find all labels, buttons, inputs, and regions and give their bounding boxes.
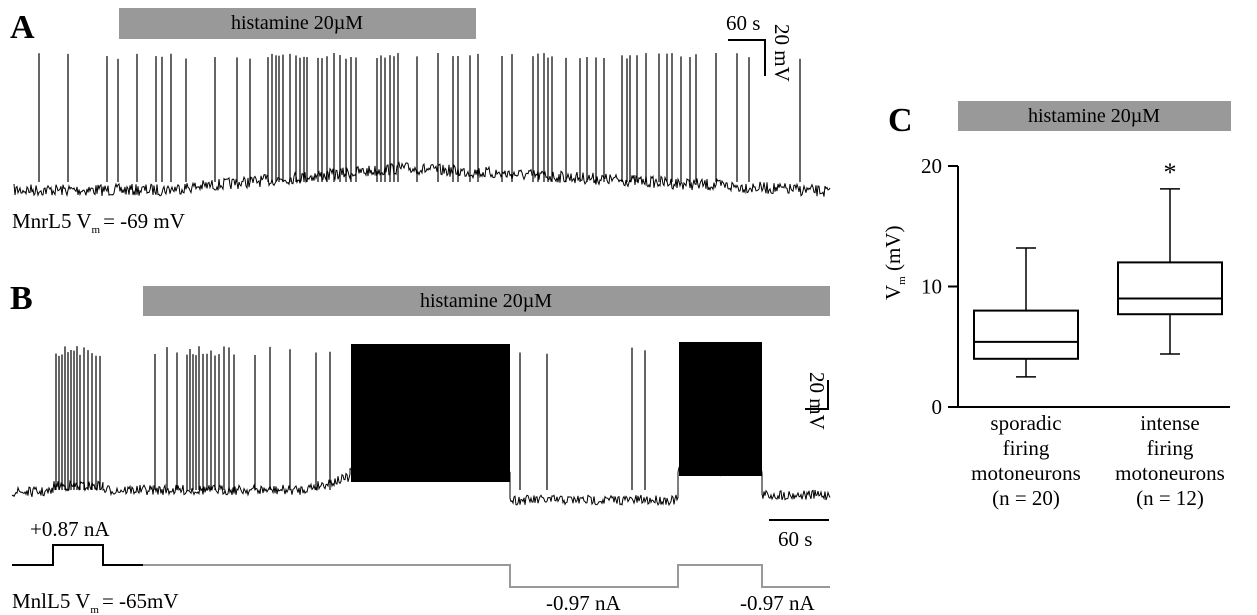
panel-b-letter: B	[10, 280, 33, 317]
x-category-label: sporadic	[990, 411, 1061, 435]
panel-b-scale-time: 60 s	[778, 527, 812, 551]
panel-b-burst-1	[351, 344, 510, 482]
x-category-label: motoneurons	[1115, 461, 1225, 485]
panel-b-drug-bar	[143, 286, 830, 316]
x-category-label: motoneurons	[971, 461, 1081, 485]
panel-c-y-axis-label: Vm (mV)	[881, 226, 908, 300]
panel-b-cell-label: MnlL5 Vm = -65mV	[12, 589, 179, 615]
panel-b-spikes	[55, 346, 646, 490]
x-category-label: (n = 12)	[1136, 486, 1204, 510]
x-category-label: firing	[1003, 436, 1050, 460]
panel-b-burst-2	[679, 342, 762, 476]
box	[973, 309, 1079, 360]
x-category-label: firing	[1147, 436, 1194, 460]
box	[1117, 261, 1223, 316]
panel-b-current-negative-label-1: -0.97 nA	[546, 591, 621, 615]
panel-a-drug-label: histamine 20µM	[231, 12, 363, 34]
panel-a-drug-bar	[119, 8, 476, 39]
panel-a-scale-voltage: 20 mV	[770, 24, 794, 82]
panel-b-current-negative-label-2: -0.97 nA	[740, 591, 815, 615]
panel-b-current-positive-label: +0.87 nA	[30, 517, 110, 541]
panel-a-letter: A	[10, 9, 35, 46]
x-category-label: (n = 20)	[992, 486, 1060, 510]
panel-c-drug-bar	[958, 101, 1231, 131]
x-category-label: intense	[1140, 411, 1199, 435]
panel-a-baseline	[13, 161, 831, 198]
panel-a-spikes	[38, 53, 801, 182]
significance-marker: *	[1164, 158, 1177, 187]
panel-a-scale-bar	[728, 39, 766, 76]
panel-b-current-step-positive	[12, 544, 143, 566]
panel-c-letter: C	[888, 102, 913, 139]
y-tick-label: 20	[921, 154, 942, 178]
panel-a-cell-label: MnrL5 Vm = -69 mV	[12, 209, 185, 236]
panel-b-drug-label: histamine 20µM	[420, 290, 552, 312]
panel-b-scale-voltage: 20 mV	[805, 372, 829, 430]
panel-a-scale-time: 60 s	[726, 11, 760, 35]
y-tick-label: 10	[921, 275, 942, 299]
y-tick-label: 0	[932, 395, 943, 419]
panel-a-voltage-trace	[13, 53, 831, 198]
panel-b-voltage-trace	[11, 342, 831, 507]
panel-b-current-steps	[143, 564, 830, 588]
panel-c-drug-label: histamine 20µM	[1028, 105, 1160, 127]
